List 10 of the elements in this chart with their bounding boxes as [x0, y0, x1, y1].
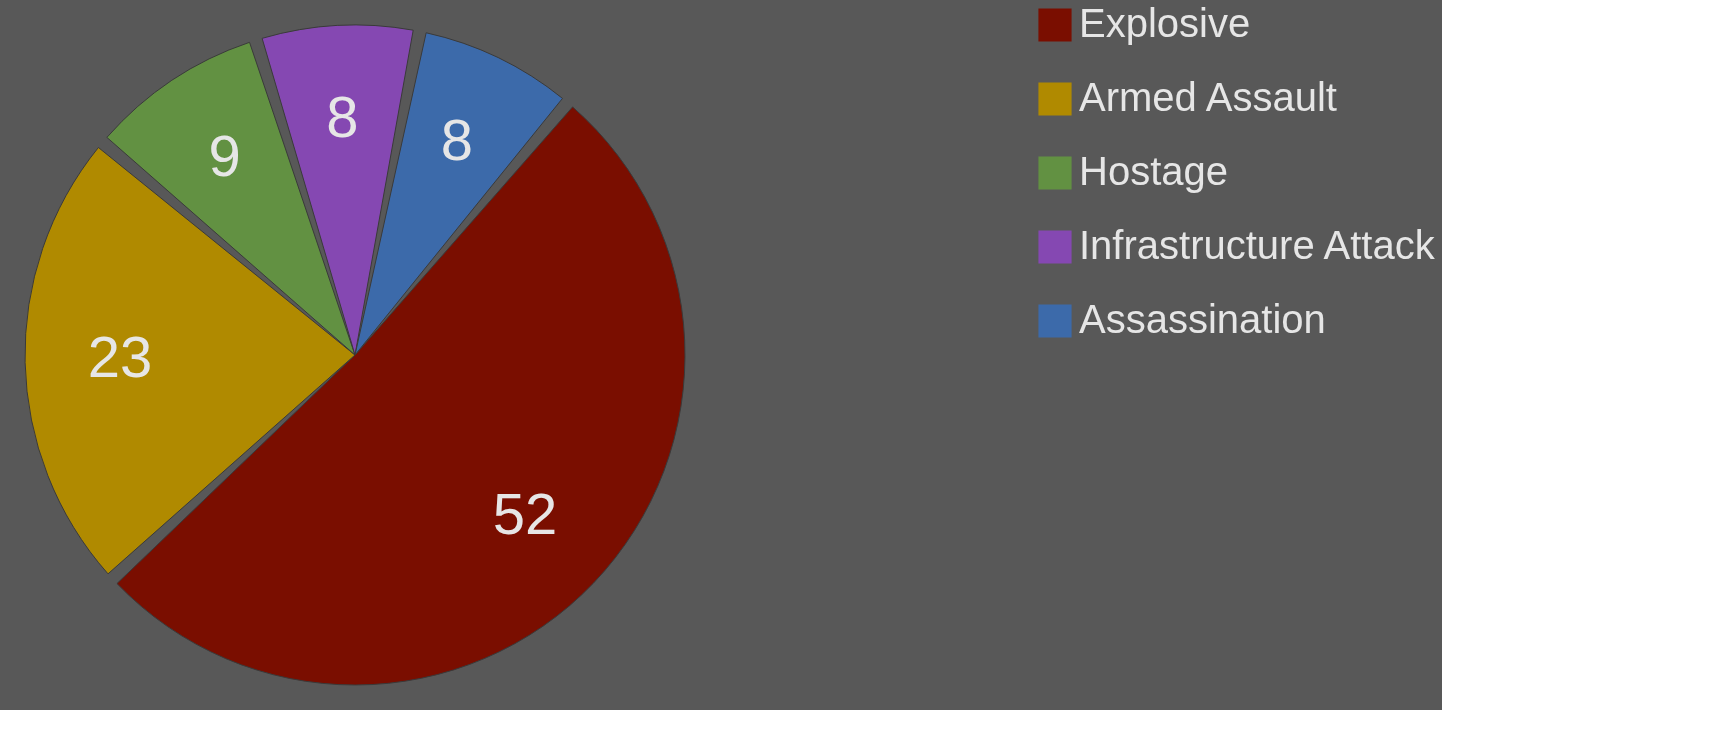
- legend-label: Infrastructure Attack: [1079, 223, 1436, 267]
- data-label: 9: [208, 123, 241, 189]
- data-label: 8: [326, 84, 359, 150]
- legend-label: Explosive: [1079, 1, 1251, 45]
- legend-label: Armed Assault: [1079, 75, 1337, 119]
- data-label: 8: [440, 107, 474, 173]
- legend-label: Hostage: [1079, 149, 1228, 193]
- data-label: 23: [87, 324, 153, 390]
- data-label: 52: [492, 481, 558, 547]
- legend-label: Assassination: [1079, 297, 1326, 341]
